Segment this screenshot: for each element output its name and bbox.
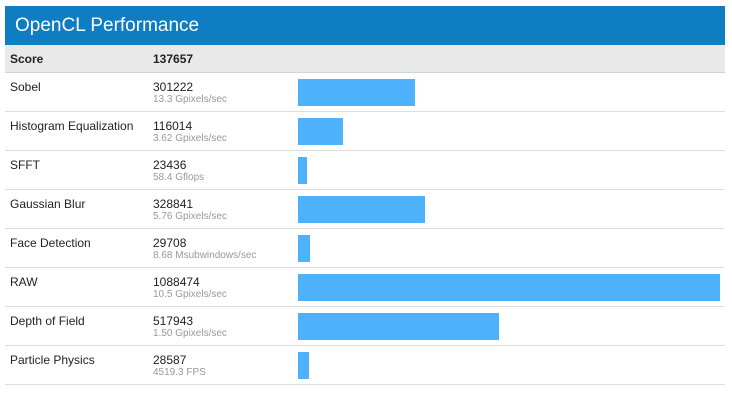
benchmark-row: RAW 1088474 10.5 Gpixels/sec	[5, 268, 725, 307]
panel-title: OpenCL Performance	[5, 6, 725, 45]
benchmark-name: Face Detection	[10, 236, 91, 250]
benchmark-rate: 3.62 Gpixels/sec	[153, 133, 227, 144]
summary-score-value: 137657	[153, 52, 194, 66]
benchmark-bar	[298, 79, 415, 106]
benchmark-name: SFFT	[10, 158, 40, 172]
benchmark-bar	[298, 274, 720, 301]
benchmark-rate: 13.3 Gpixels/sec	[153, 94, 227, 105]
opencl-performance-panel: OpenCL Performance Score 137657 Sobel 301…	[5, 6, 725, 385]
benchmark-bar	[298, 313, 499, 340]
benchmark-rate: 58.4 Gflops	[153, 172, 205, 183]
benchmark-row: Particle Physics 28587 4519.3 FPS	[5, 346, 725, 385]
benchmark-row: Depth of Field 517943 1.50 Gpixels/sec	[5, 307, 725, 346]
benchmark-list: Sobel 301222 13.3 Gpixels/sec Histogram Equ…	[5, 73, 725, 385]
benchmark-name: RAW	[10, 275, 38, 289]
benchmark-name: Sobel	[10, 80, 41, 94]
benchmark-rate: 8.68 Msubwindows/sec	[153, 250, 257, 261]
benchmark-score: 517943	[153, 314, 194, 328]
benchmark-score: 328841	[153, 197, 194, 211]
summary-score-label: Score	[10, 52, 44, 66]
benchmark-rate: 10.5 Gpixels/sec	[153, 289, 227, 300]
benchmark-score: 28587	[153, 353, 187, 367]
benchmark-name: Particle Physics	[10, 353, 95, 367]
benchmark-score: 116014	[153, 119, 193, 133]
benchmark-score: 23436	[153, 158, 187, 172]
benchmark-score: 301222	[153, 80, 194, 94]
summary-score-row: Score 137657	[5, 45, 725, 73]
benchmark-rate: 1.50 Gpixels/sec	[153, 328, 227, 339]
benchmark-name: Histogram Equalization	[10, 119, 134, 133]
benchmark-name: Gaussian Blur	[10, 197, 86, 211]
benchmark-row: Gaussian Blur 328841 5.76 Gpixels/sec	[5, 190, 725, 229]
benchmark-bar	[298, 157, 307, 184]
benchmark-bar	[298, 196, 425, 223]
benchmark-bar	[298, 352, 309, 379]
benchmark-row: Face Detection 29708 8.68 Msubwindows/sec	[5, 229, 725, 268]
benchmark-bar	[298, 118, 343, 145]
benchmark-score: 29708	[153, 236, 187, 250]
benchmark-rate: 5.76 Gpixels/sec	[153, 211, 227, 222]
benchmark-name: Depth of Field	[10, 314, 85, 328]
benchmark-row: Sobel 301222 13.3 Gpixels/sec	[5, 73, 725, 112]
benchmark-row: SFFT 23436 58.4 Gflops	[5, 151, 725, 190]
benchmark-row: Histogram Equalization 116014 3.62 Gpixels…	[5, 112, 725, 151]
benchmark-bar	[298, 235, 310, 262]
benchmark-rate: 4519.3 FPS	[153, 367, 206, 378]
benchmark-score: 1088474	[153, 275, 200, 289]
